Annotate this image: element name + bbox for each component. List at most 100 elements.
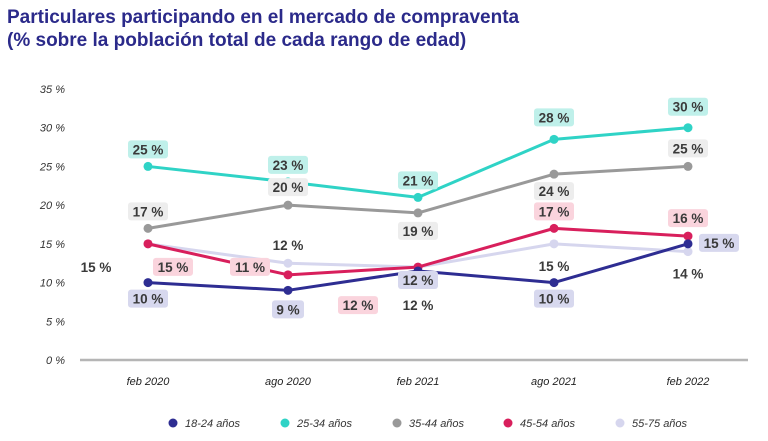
legend-marker	[503, 418, 513, 428]
data-label-text: 11 %	[235, 260, 265, 275]
data-label: 28 %	[534, 108, 574, 127]
data-label: 14 %	[668, 264, 708, 283]
data-labels: 10 % 9 % 12 % 10 % 15 % 25 % 23 % 21 % 28 % 30 % 1…	[76, 97, 739, 319]
data-label-background	[128, 140, 168, 159]
legend-label: 18-24 años	[185, 418, 241, 430]
data-label: 16 %	[668, 209, 708, 228]
chart-title: Particulares participando en el mercado …	[7, 7, 520, 28]
data-label-background	[268, 155, 308, 174]
chart-title-block: Particulares participando en el mercado …	[7, 6, 747, 52]
legend-label: 45-54 años	[520, 418, 576, 430]
data-point	[683, 161, 693, 171]
legend-marker	[168, 418, 178, 428]
y-tick-label: 10 %	[40, 278, 65, 290]
data-label-text: 15 %	[704, 236, 735, 251]
data-label: 25 %	[668, 139, 708, 158]
data-point	[283, 200, 293, 210]
data-label: 10 %	[534, 289, 574, 308]
data-label: 15 %	[699, 233, 739, 252]
data-label: 24 %	[534, 182, 574, 201]
chart-subtitle: (% sobre la población total de cada rang…	[7, 30, 467, 51]
data-point	[143, 239, 153, 249]
legend-item: 45-54 años	[503, 418, 576, 430]
data-label-background	[398, 171, 438, 190]
data-label: 30 %	[668, 97, 708, 116]
x-tick-label: feb 2020	[127, 376, 171, 388]
x-tick-label: feb 2021	[397, 376, 440, 388]
legend-label: 55-75 años	[632, 418, 688, 430]
data-label: 10 %	[128, 289, 168, 308]
data-label-background	[268, 178, 308, 197]
data-label-background	[534, 202, 574, 221]
y-tick-label: 20 %	[39, 200, 65, 212]
x-tick-label: feb 2022	[667, 376, 710, 388]
data-label-text: 17 %	[133, 204, 164, 219]
legend-item: 18-24 años	[168, 418, 241, 430]
data-label-background	[668, 209, 708, 228]
data-label: 12 %	[338, 296, 378, 315]
data-label: 15 %	[153, 257, 193, 276]
data-label-background	[534, 289, 574, 308]
data-label-background	[699, 233, 739, 252]
data-label-text: 10 %	[539, 292, 570, 307]
data-label: 17 %	[128, 202, 168, 221]
legend-item: 35-44 años	[392, 418, 465, 430]
data-point	[683, 231, 693, 241]
data-label-text: 23 %	[273, 158, 304, 173]
data-point	[143, 223, 153, 233]
data-label-background	[668, 97, 708, 116]
data-label-text: 24 %	[539, 184, 570, 199]
data-label-text: 12 %	[403, 298, 434, 313]
data-label-background	[230, 257, 270, 276]
data-label-text: 21 %	[403, 173, 434, 188]
data-label-text: 15 %	[81, 260, 112, 275]
data-label-text: 15 %	[539, 259, 570, 274]
data-label-text: 14 %	[673, 267, 704, 282]
data-label: 17 %	[534, 202, 574, 221]
data-label-background	[128, 202, 168, 221]
data-label: 25 %	[128, 140, 168, 159]
data-label: 20 %	[268, 178, 308, 197]
data-label: 12 %	[398, 296, 438, 315]
data-label-background	[668, 264, 708, 283]
data-point	[549, 278, 559, 288]
legend-marker	[280, 418, 290, 428]
data-label: 12 %	[398, 270, 438, 289]
data-label-text: 17 %	[539, 204, 570, 219]
x-tick-label: ago 2021	[531, 376, 577, 388]
y-tick-label: 25 %	[39, 161, 65, 173]
data-label-background	[534, 182, 574, 201]
data-label: 19 %	[398, 221, 438, 240]
data-label-background	[268, 236, 308, 255]
y-tick-label: 5 %	[46, 316, 65, 328]
data-label-text: 12 %	[273, 238, 304, 253]
data-point	[413, 192, 423, 202]
legend-item: 25-34 años	[280, 418, 353, 430]
data-label: 15 %	[76, 257, 116, 276]
data-label-text: 25 %	[133, 142, 164, 157]
legend-item: 55-75 años	[615, 418, 688, 430]
data-point	[549, 169, 559, 179]
y-tick-label: 0 %	[46, 355, 65, 367]
data-label-background	[128, 289, 168, 308]
y-tick-label: 30 %	[40, 123, 65, 135]
legend-marker	[615, 418, 625, 428]
data-point	[283, 285, 293, 295]
legend-marker	[392, 418, 402, 428]
data-label-background	[534, 256, 574, 275]
data-point	[143, 278, 153, 288]
data-label-background	[398, 270, 438, 289]
data-point	[549, 223, 559, 233]
data-label: 21 %	[398, 171, 438, 190]
data-label-text: 12 %	[343, 298, 374, 313]
data-label-text: 30 %	[673, 100, 704, 115]
data-label-background	[398, 221, 438, 240]
data-label-text: 20 %	[273, 180, 304, 195]
data-point	[683, 247, 693, 257]
x-tick-label: ago 2020	[265, 376, 312, 388]
data-label-text: 16 %	[673, 211, 704, 226]
data-label-text: 28 %	[539, 110, 570, 125]
data-label: 15 %	[534, 256, 574, 275]
data-point	[683, 239, 693, 249]
